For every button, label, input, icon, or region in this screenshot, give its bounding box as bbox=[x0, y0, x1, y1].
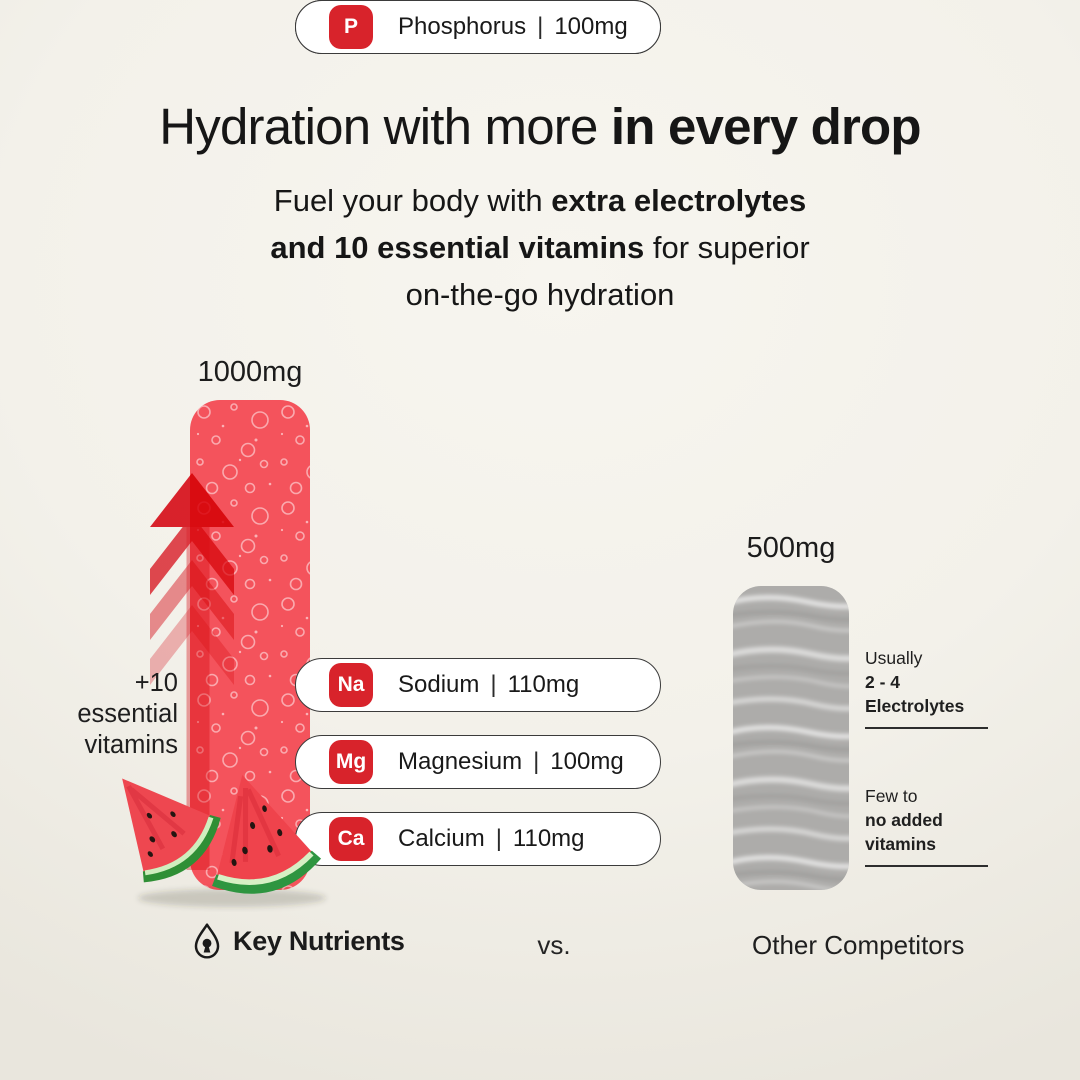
divider: | bbox=[490, 671, 497, 698]
element-amount: 100mg bbox=[554, 13, 628, 40]
divider: | bbox=[533, 748, 540, 775]
underline-rule bbox=[865, 727, 988, 729]
element-amount: 100mg bbox=[550, 748, 624, 775]
element-amount: 110mg bbox=[507, 671, 580, 698]
element-badge: Mg bbox=[329, 740, 373, 784]
competitor-electrolytes-note: Usually 2 - 4 Electrolytes bbox=[865, 646, 991, 729]
note-regular: Usually bbox=[865, 648, 923, 668]
vitamins-note: +10 essential vitamins bbox=[58, 668, 178, 761]
pill-label: Calcium | 110mg bbox=[398, 825, 585, 853]
key-nutrients-bar bbox=[190, 400, 310, 890]
subtitle-text: Fuel your body with bbox=[273, 183, 552, 218]
vitamins-note-line: vitamins bbox=[84, 731, 178, 759]
element-amount: 110mg bbox=[512, 825, 585, 852]
divider: | bbox=[537, 13, 544, 40]
electrolyte-pill-sodium: Na Sodium | 110mg bbox=[295, 658, 661, 712]
note-bold: vitamins bbox=[865, 834, 936, 854]
subtitle-text: on-the-go hydration bbox=[405, 277, 675, 312]
title-bold: in every drop bbox=[610, 98, 922, 156]
key-nutrients-amount-label: 1000mg bbox=[197, 356, 303, 388]
water-ripple-texture bbox=[733, 586, 849, 890]
subtitle-line-1: Fuel your body with extra electrolytes bbox=[274, 183, 806, 218]
note-bold: 2 - 4 bbox=[865, 672, 901, 692]
subtitle-line-2: and 10 essential vitamins for superior bbox=[270, 230, 809, 265]
page-title: Hydration with more in every drop bbox=[0, 96, 1080, 158]
versus-label: vs. bbox=[537, 930, 571, 960]
pill-label: Phosphorus | 100mg bbox=[398, 13, 628, 41]
subtitle-line-3: on-the-go hydration bbox=[406, 277, 675, 312]
divider: | bbox=[495, 825, 502, 852]
vitamins-note-line: +10 bbox=[134, 669, 178, 697]
brand-lockup: Key Nutrients bbox=[192, 922, 405, 960]
competitor-vitamins-note: Few to no added vitamins bbox=[865, 784, 991, 867]
pill-label: Magnesium | 100mg bbox=[398, 748, 624, 776]
element-name: Phosphorus bbox=[398, 13, 527, 40]
vitamins-note-line: essential bbox=[77, 700, 178, 728]
element-badge: Ca bbox=[329, 817, 373, 861]
element-name: Magnesium bbox=[398, 748, 523, 775]
subtitle-text: for superior bbox=[644, 230, 810, 265]
watermelon-slice-front bbox=[212, 774, 322, 894]
pill-label: Sodium | 110mg bbox=[398, 671, 579, 699]
competitor-name-label: Other Competitors bbox=[752, 930, 965, 960]
element-badge: P bbox=[329, 5, 373, 49]
electrolyte-pill-calcium: Ca Calcium | 110mg bbox=[295, 812, 661, 866]
subtitle-bold: extra electrolytes bbox=[551, 183, 807, 218]
brand-name: Key Nutrients bbox=[233, 925, 405, 956]
page-subtitle: Fuel your body with extra electrolytes a… bbox=[0, 177, 1080, 318]
note-regular: Few to bbox=[865, 786, 918, 806]
watermelon-slice-back bbox=[122, 778, 221, 883]
competitor-amount-label: 500mg bbox=[746, 532, 836, 564]
element-badge: Na bbox=[329, 663, 373, 707]
underline-rule bbox=[865, 865, 988, 867]
note-bold: no added bbox=[865, 810, 943, 830]
watermelon-slices-image bbox=[122, 774, 326, 907]
title-regular: Hydration with more bbox=[159, 98, 611, 156]
note-bold: Electrolytes bbox=[865, 696, 965, 716]
electrolyte-pill-magnesium: Mg Magnesium | 100mg bbox=[295, 735, 661, 789]
competitor-bar bbox=[733, 586, 849, 890]
stacked-up-arrows-icon bbox=[150, 473, 234, 870]
electrolyte-pill-phosphorus: P Phosphorus | 100mg bbox=[295, 0, 661, 54]
subtitle-bold: and 10 essential vitamins bbox=[270, 230, 645, 265]
element-name: Sodium bbox=[398, 671, 480, 698]
element-name: Calcium bbox=[398, 825, 485, 852]
water-drop-keyhole-icon bbox=[194, 923, 220, 959]
